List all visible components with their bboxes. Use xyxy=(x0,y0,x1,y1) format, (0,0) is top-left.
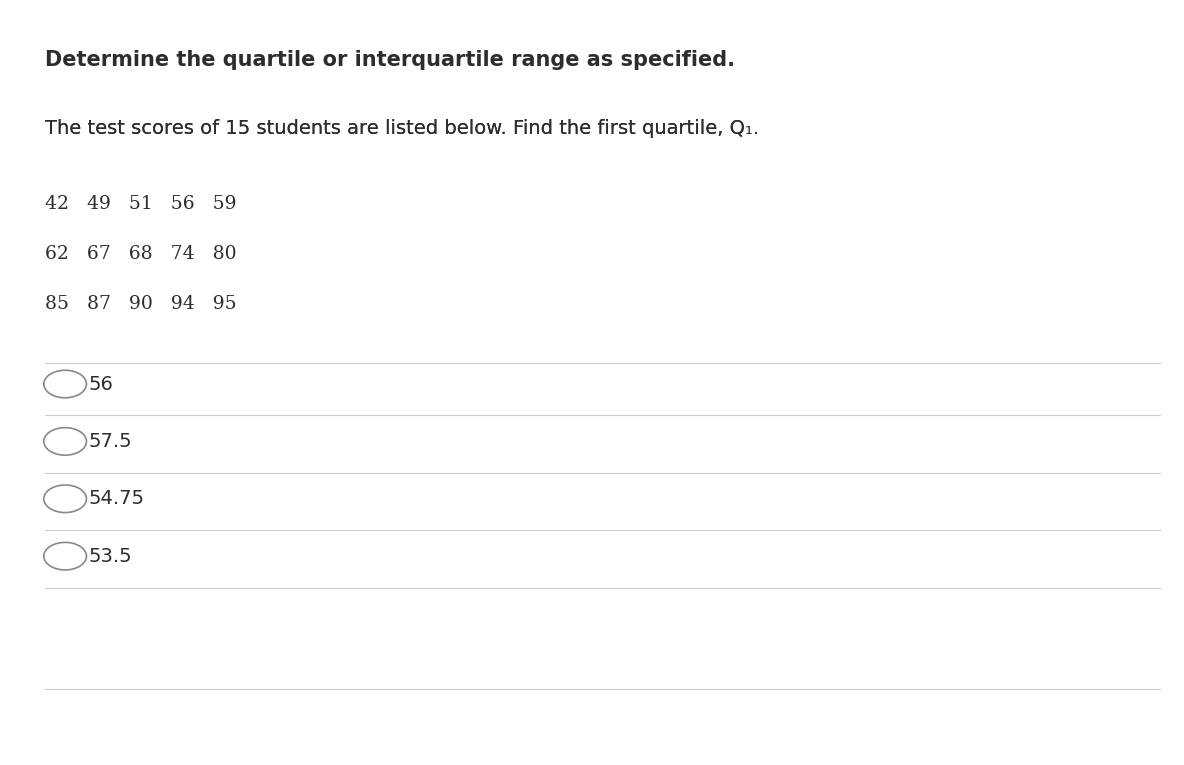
Text: 62   67   68   74   80: 62 67 68 74 80 xyxy=(45,245,237,263)
Text: The test scores of 15 students are listed below. Find the first quartile, Q: The test scores of 15 students are liste… xyxy=(45,119,745,138)
Text: 85   87   90   94   95: 85 87 90 94 95 xyxy=(45,295,237,313)
Text: Determine the quartile or interquartile range as specified.: Determine the quartile or interquartile … xyxy=(45,50,735,70)
Text: The test scores of 15 students are listed below. Find the first quartile, Q₁.: The test scores of 15 students are liste… xyxy=(45,119,759,138)
Text: 56: 56 xyxy=(89,375,114,393)
Text: 57.5: 57.5 xyxy=(89,432,133,451)
Text: 42   49   51   56   59: 42 49 51 56 59 xyxy=(45,195,237,213)
Text: 53.5: 53.5 xyxy=(89,547,133,565)
Text: 54.75: 54.75 xyxy=(89,490,144,508)
